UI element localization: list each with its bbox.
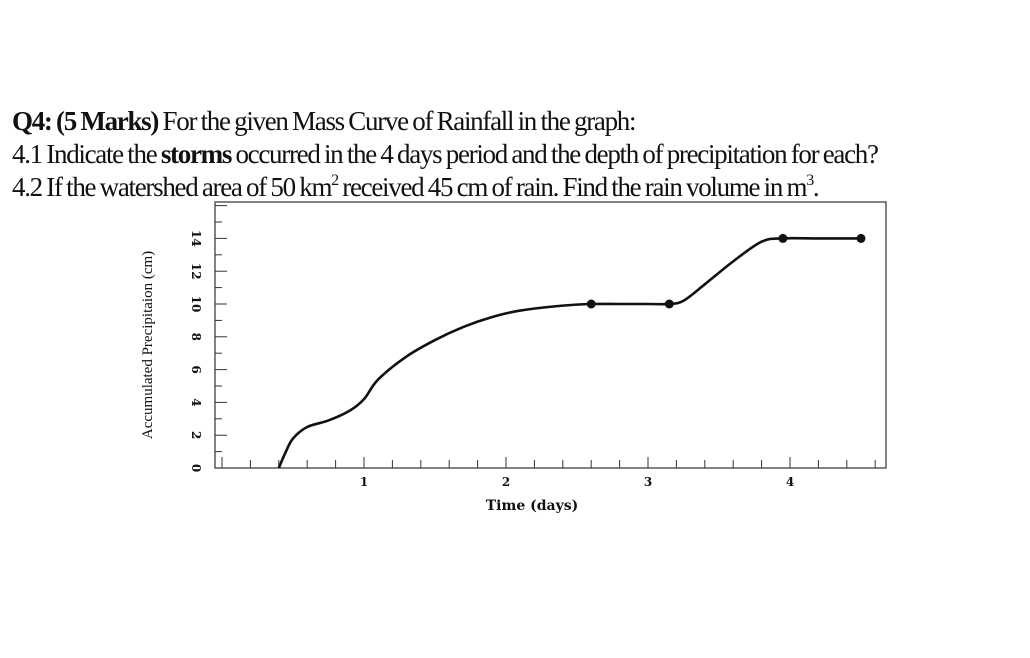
storms-keyword: storms (160, 139, 232, 169)
y-tick-label: 10 (189, 296, 203, 313)
y-tick-label: 8 (189, 333, 203, 341)
y-tick-label: 12 (189, 263, 203, 280)
y-tick-label: 4 (189, 398, 203, 406)
x-tick-label: 3 (644, 475, 652, 489)
y-tick-label: 14 (189, 230, 203, 247)
x-axis-title: Time (days) (486, 498, 578, 514)
plot-frame (214, 201, 887, 469)
data-point (856, 233, 866, 243)
y-axis-title: Accumulated Precipitaion (cm) (140, 251, 156, 439)
question-line-1: Q4: (5 Marks) For the given Mass Curve o… (12, 105, 1022, 138)
x-tick-label: 4 (786, 475, 794, 489)
y-tick-label: 2 (189, 431, 203, 439)
x-tick-label: 2 (502, 475, 510, 489)
data-point (586, 299, 596, 309)
data-point (778, 233, 788, 243)
x-tick-label: 1 (360, 475, 368, 489)
y-tick-label: 6 (189, 365, 203, 373)
question-line-3: 4.2 If the watershed area of 50 km2 rece… (12, 172, 820, 202)
question-line-1-text: For the given Mass Curve of Rainfall in … (158, 106, 637, 136)
question-number: Q4: (5 Marks) (12, 106, 159, 136)
data-point (664, 299, 674, 309)
question-text: Q4: (5 Marks) For the given Mass Curve o… (12, 105, 1022, 204)
question-line-2: 4.1 Indicate the storms occurred in the … (12, 139, 879, 169)
mass-curve-line (277, 236, 861, 469)
y-tick-label: 0 (189, 464, 203, 472)
